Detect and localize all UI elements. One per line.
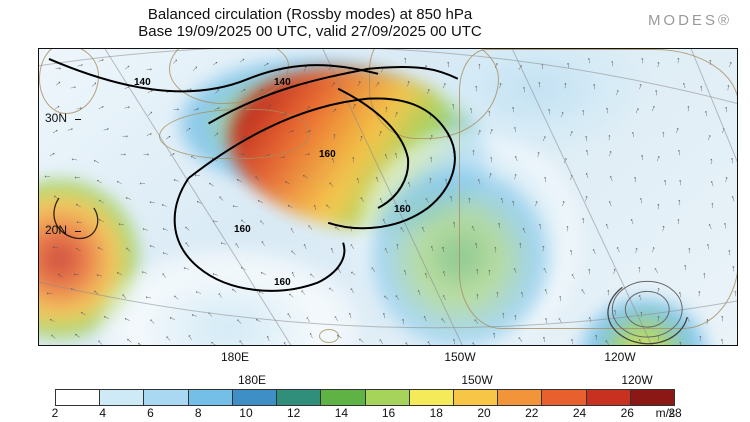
axis-label-120w: 120W [604,350,635,364]
tick-16: 16 [382,406,395,420]
color-seg-12 [587,390,631,405]
legend-label-120w: 120W [621,373,652,387]
colorbar[interactable] [55,389,675,406]
color-seg-8 [410,390,454,405]
legend-label-150w: 150W [461,373,492,387]
axis-label-180e: 180E [221,350,249,364]
color-seg-1 [100,390,144,405]
tick-10: 10 [239,406,252,420]
tick-22: 22 [525,406,538,420]
color-seg-13 [631,390,674,405]
color-seg-7 [366,390,410,405]
bottom-axis-labels: 180E 150W 120W [38,350,738,366]
color-seg-0 [56,390,100,405]
tick-8: 8 [195,406,202,420]
color-seg-2 [144,390,188,405]
tick-4: 4 [99,406,106,420]
color-seg-9 [454,390,498,405]
contour-label: 160 [319,149,336,160]
title-line2: Base 19/09/2025 00 UTC, valid 27/09/2025… [0,23,620,40]
title-block: Balanced circulation (Rossby modes) at 8… [0,6,620,40]
color-seg-4 [233,390,277,405]
legend-ticks: 2 4 6 8 10 12 14 16 18 20 22 24 26 28 m/… [55,406,675,422]
tick-24: 24 [573,406,586,420]
tick-2: 2 [52,406,59,420]
weather-map[interactable]: 140 140 160 160 160 160 ↑ ↑ ↑ ↑ ↑ ↑ ↑ ↑ ↑ ↑ ↑ ↑ ↑ ↑ ↑ ↑… [38,48,738,346]
legend: 180E 150W 120W 2 4 6 8 10 12 14 16 18 20… [55,373,705,422]
contour-label: 160 [234,224,251,235]
contour-label: 140 [274,77,291,88]
tick-6: 6 [147,406,154,420]
contour-label: 160 [394,204,411,215]
tick-18: 18 [430,406,443,420]
color-seg-10 [498,390,542,405]
legend-label-180e: 180E [238,373,266,387]
color-seg-11 [542,390,586,405]
legend-unit: m/s [656,406,675,420]
contour-label: 140 [134,77,151,88]
color-seg-3 [189,390,233,405]
tick-20: 20 [477,406,490,420]
legend-section-labels: 180E 150W 120W [55,373,705,389]
contour-label: 160 [274,277,291,288]
axis-label-150w: 150W [444,350,475,364]
title-line1: Balanced circulation (Rossby modes) at 8… [0,6,620,23]
color-seg-5 [277,390,321,405]
tick-14: 14 [335,406,348,420]
tick-26: 26 [621,406,634,420]
tick-12: 12 [287,406,300,420]
modes-logo: MODES® [648,12,732,29]
color-seg-6 [321,390,365,405]
